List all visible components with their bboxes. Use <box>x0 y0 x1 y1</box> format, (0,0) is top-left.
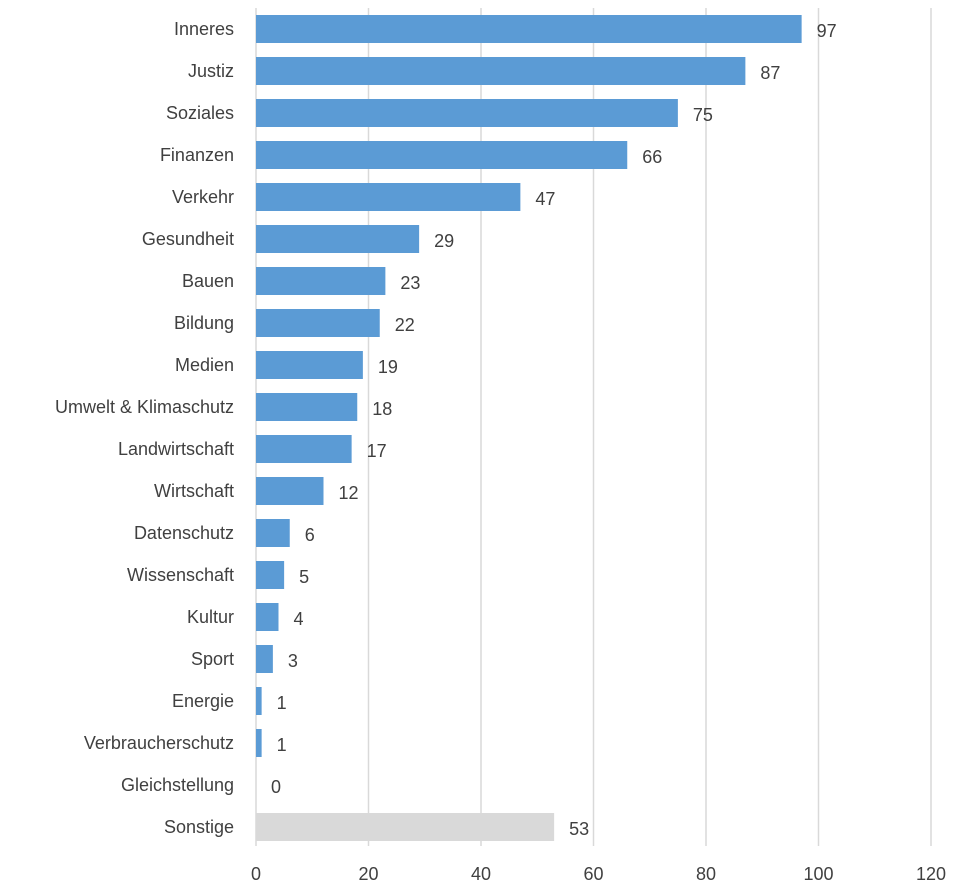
category-label-wirtschaft: Wirtschaft <box>154 481 234 501</box>
bar-medien <box>256 351 363 379</box>
category-label-bauen: Bauen <box>182 271 234 291</box>
category-label-verbraucherschutz: Verbraucherschutz <box>84 733 234 753</box>
bar-landwirtschaft <box>256 435 352 463</box>
category-label-landwirtschaft: Landwirtschaft <box>118 439 234 459</box>
category-label-sport: Sport <box>191 649 234 669</box>
bar-verkehr <box>256 183 521 211</box>
value-label-landwirtschaft: 17 <box>367 441 387 461</box>
category-label-finanzen: Finanzen <box>160 145 234 165</box>
value-label-verkehr: 47 <box>535 189 555 209</box>
value-label-justiz: 87 <box>760 63 780 83</box>
value-label-sonstige: 53 <box>569 819 589 839</box>
category-label-energie: Energie <box>172 691 234 711</box>
category-label-sonstige: Sonstige <box>164 817 234 837</box>
bar-sonstige <box>256 813 555 841</box>
category-label-justiz: Justiz <box>188 61 234 81</box>
bar-bauen <box>256 267 386 295</box>
x-tick-label-80: 80 <box>696 864 716 884</box>
category-label-kultur: Kultur <box>187 607 234 627</box>
bar-wirtschaft <box>256 477 324 505</box>
value-label-sport: 3 <box>288 651 298 671</box>
value-label-soziales: 75 <box>693 105 713 125</box>
value-label-bildung: 22 <box>395 315 415 335</box>
category-label-verkehr: Verkehr <box>172 187 234 207</box>
bar-kultur <box>256 603 279 631</box>
value-label-energie: 1 <box>277 693 287 713</box>
category-label-gleichstellung: Gleichstellung <box>121 775 234 795</box>
value-label-wirtschaft: 12 <box>339 483 359 503</box>
value-label-bauen: 23 <box>400 273 420 293</box>
bar-finanzen <box>256 141 628 169</box>
value-label-verbraucherschutz: 1 <box>277 735 287 755</box>
value-label-datenschutz: 6 <box>305 525 315 545</box>
bar-verbraucherschutz <box>256 729 262 757</box>
bar-soziales <box>256 99 678 127</box>
bar-energie <box>256 687 262 715</box>
value-label-finanzen: 66 <box>642 147 662 167</box>
x-tick-label-120: 120 <box>916 864 946 884</box>
grid-lines <box>255 8 932 846</box>
value-label-umwelt-klimaschutz: 18 <box>372 399 392 419</box>
x-tick-label-0: 0 <box>251 864 261 884</box>
bar-wissenschaft <box>256 561 285 589</box>
x-tick-label-100: 100 <box>803 864 833 884</box>
x-tick-label-20: 20 <box>358 864 378 884</box>
bar-justiz <box>256 57 746 85</box>
bars-group <box>256 15 802 841</box>
value-label-gleichstellung: 0 <box>271 777 281 797</box>
bar-umwelt-klimaschutz <box>256 393 358 421</box>
bar-gesundheit <box>256 225 420 253</box>
x-tick-label-40: 40 <box>471 864 491 884</box>
x-axis-tick-labels: 0 20 40 60 80 100 120 <box>251 864 946 884</box>
value-labels: 97 87 75 66 47 29 23 22 19 18 17 12 6 5 4 3 1 1 0 53 <box>271 21 837 839</box>
category-label-datenschutz: Datenschutz <box>134 523 234 543</box>
value-label-inneres: 97 <box>817 21 837 41</box>
value-label-kultur: 4 <box>294 609 304 629</box>
category-label-umwelt-klimaschutz: Umwelt & Klimaschutz <box>55 397 234 417</box>
bar-bildung <box>256 309 380 337</box>
bar-sport <box>256 645 273 673</box>
category-label-soziales: Soziales <box>166 103 234 123</box>
category-label-gesundheit: Gesundheit <box>142 229 234 249</box>
category-labels: Inneres Justiz Soziales Finanzen Verkehr Gesu… <box>55 19 234 837</box>
category-label-medien: Medien <box>175 355 234 375</box>
value-label-medien: 19 <box>378 357 398 377</box>
category-label-wissenschaft: Wissenschaft <box>127 565 234 585</box>
bar-datenschutz <box>256 519 290 547</box>
value-label-wissenschaft: 5 <box>299 567 309 587</box>
x-tick-label-60: 60 <box>583 864 603 884</box>
category-label-inneres: Inneres <box>174 19 234 39</box>
category-label-bildung: Bildung <box>174 313 234 333</box>
value-label-gesundheit: 29 <box>434 231 454 251</box>
bar-inneres <box>256 15 802 43</box>
